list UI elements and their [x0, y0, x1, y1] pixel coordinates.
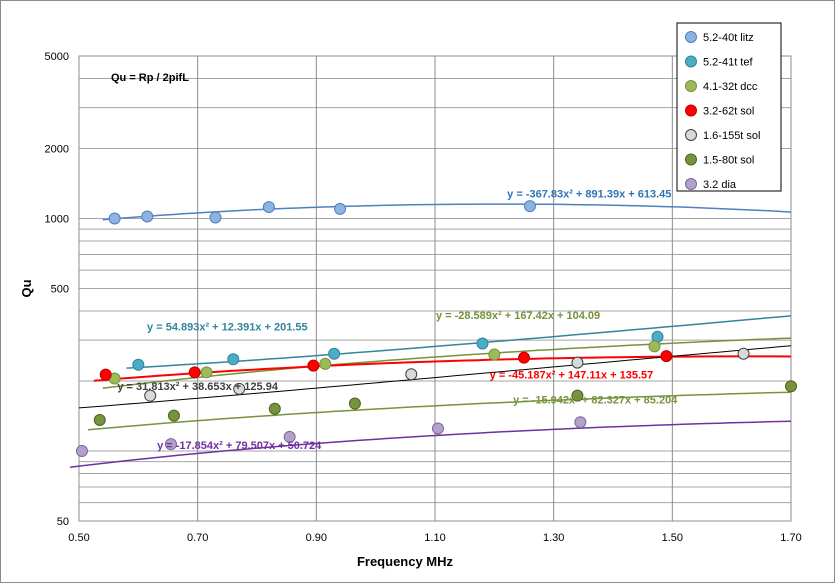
legend-marker — [685, 104, 697, 117]
data-point-series-6 — [785, 380, 797, 393]
trendline-equation-3: y = -28.589x² + 167.42x + 104.09 — [436, 310, 600, 322]
legend-label: 4.1-32t dcc — [703, 81, 758, 93]
data-point-series-2 — [227, 353, 240, 366]
data-point-series-4 — [518, 351, 530, 364]
legend-marker — [685, 80, 697, 92]
data-point-series-5 — [405, 368, 418, 381]
data-point-series-5 — [144, 389, 157, 402]
x-tick-label: 1.50 — [662, 532, 683, 544]
legend-label: 5.2-40t litz — [703, 32, 754, 44]
legend-label: 1.6-155t sol — [703, 130, 760, 142]
trendline-3 — [102, 337, 792, 390]
data-point-series-1 — [523, 200, 536, 213]
data-point-series-6 — [348, 397, 361, 410]
data-point-series-7 — [283, 430, 296, 443]
data-point-series-4 — [660, 350, 673, 363]
legend: 5.2-40t litz 5.2-41t tef 4.1-32t dcc 3.2-62… — [676, 22, 782, 192]
legend-marker — [685, 31, 697, 43]
legend-marker — [685, 153, 697, 166]
trendline-equation-1: y = -367.83x² + 891.39x + 613.45 — [507, 189, 671, 201]
data-point-series-4 — [307, 359, 320, 372]
x-tick-label: 1.70 — [780, 532, 801, 544]
data-markers — [75, 200, 797, 458]
legend-marker — [685, 55, 697, 68]
trendline-equation-5: y = 31.813x² + 38.653x + 125.94 — [117, 381, 278, 393]
data-point-series-5 — [571, 356, 584, 369]
y-axis-title: Qu — [19, 279, 34, 297]
legend-label: 1.5-80t sol — [703, 155, 754, 167]
x-axis-title: Frequency MHz — [357, 554, 454, 569]
data-point-series-1 — [334, 202, 347, 215]
legend-label: 3.2-62t sol — [703, 106, 754, 118]
data-point-series-4 — [99, 368, 112, 381]
y-tick-label: 5000 — [45, 51, 69, 63]
data-point-series-3 — [648, 340, 661, 353]
x-tick-label: 1.30 — [543, 532, 564, 544]
legend-marker — [685, 178, 697, 190]
data-point-series-5 — [233, 382, 246, 395]
data-point-series-6 — [167, 409, 180, 422]
data-point-series-2 — [476, 337, 489, 350]
data-point-series-2 — [328, 347, 341, 360]
x-tick-label: 1.10 — [424, 532, 445, 544]
trendline-1 — [102, 203, 792, 221]
data-point-series-3 — [488, 348, 501, 361]
data-point-series-7 — [164, 438, 177, 451]
trendline-7 — [70, 420, 792, 469]
data-point-series-7 — [574, 416, 587, 429]
data-point-series-7 — [75, 445, 88, 458]
data-point-series-6 — [268, 402, 281, 415]
trendline-equation-4: y = -45.187x² + 147.11x + 135.57 — [490, 370, 654, 382]
plot-border — [78, 55, 792, 522]
data-point-series-1 — [262, 201, 275, 214]
y-tick-label: 500 — [51, 284, 69, 296]
data-point-series-1 — [108, 212, 121, 225]
data-point-series-6 — [93, 413, 106, 426]
data-point-series-3 — [319, 357, 332, 370]
data-point-series-6 — [571, 389, 584, 402]
data-point-series-4 — [188, 366, 201, 379]
y-tick-label: 2000 — [45, 144, 69, 156]
data-point-series-1 — [209, 211, 222, 224]
legend-label: 5.2-41t tef — [703, 57, 753, 69]
trendline-equation-2: y = 54.893x² + 12.391x + 201.55 — [147, 321, 308, 333]
data-point-series-5 — [737, 347, 750, 360]
data-point-series-7 — [431, 422, 444, 435]
data-point-series-3 — [200, 366, 213, 379]
trendline-equation-6: y = -15.942x² + 82.327x + 85.204 — [513, 395, 678, 407]
trendline-equation-7: y = -17.854x² + 79.507x + 50.724 — [157, 440, 322, 452]
legend-marker — [685, 129, 697, 141]
data-point-series-1 — [141, 210, 154, 223]
data-point-series-2 — [132, 358, 145, 371]
formula-annotation: Qu = Rp / 2pifL — [111, 72, 189, 84]
y-tick-label: 1000 — [45, 214, 69, 226]
x-tick-label: 0.50 — [68, 532, 89, 544]
x-tick-label: 0.90 — [306, 532, 327, 544]
x-tick-label: 0.70 — [187, 532, 208, 544]
y-tick-label: 50 — [57, 516, 69, 528]
legend-label: 3.2 dia — [703, 179, 737, 191]
trendline-6 — [87, 391, 792, 431]
